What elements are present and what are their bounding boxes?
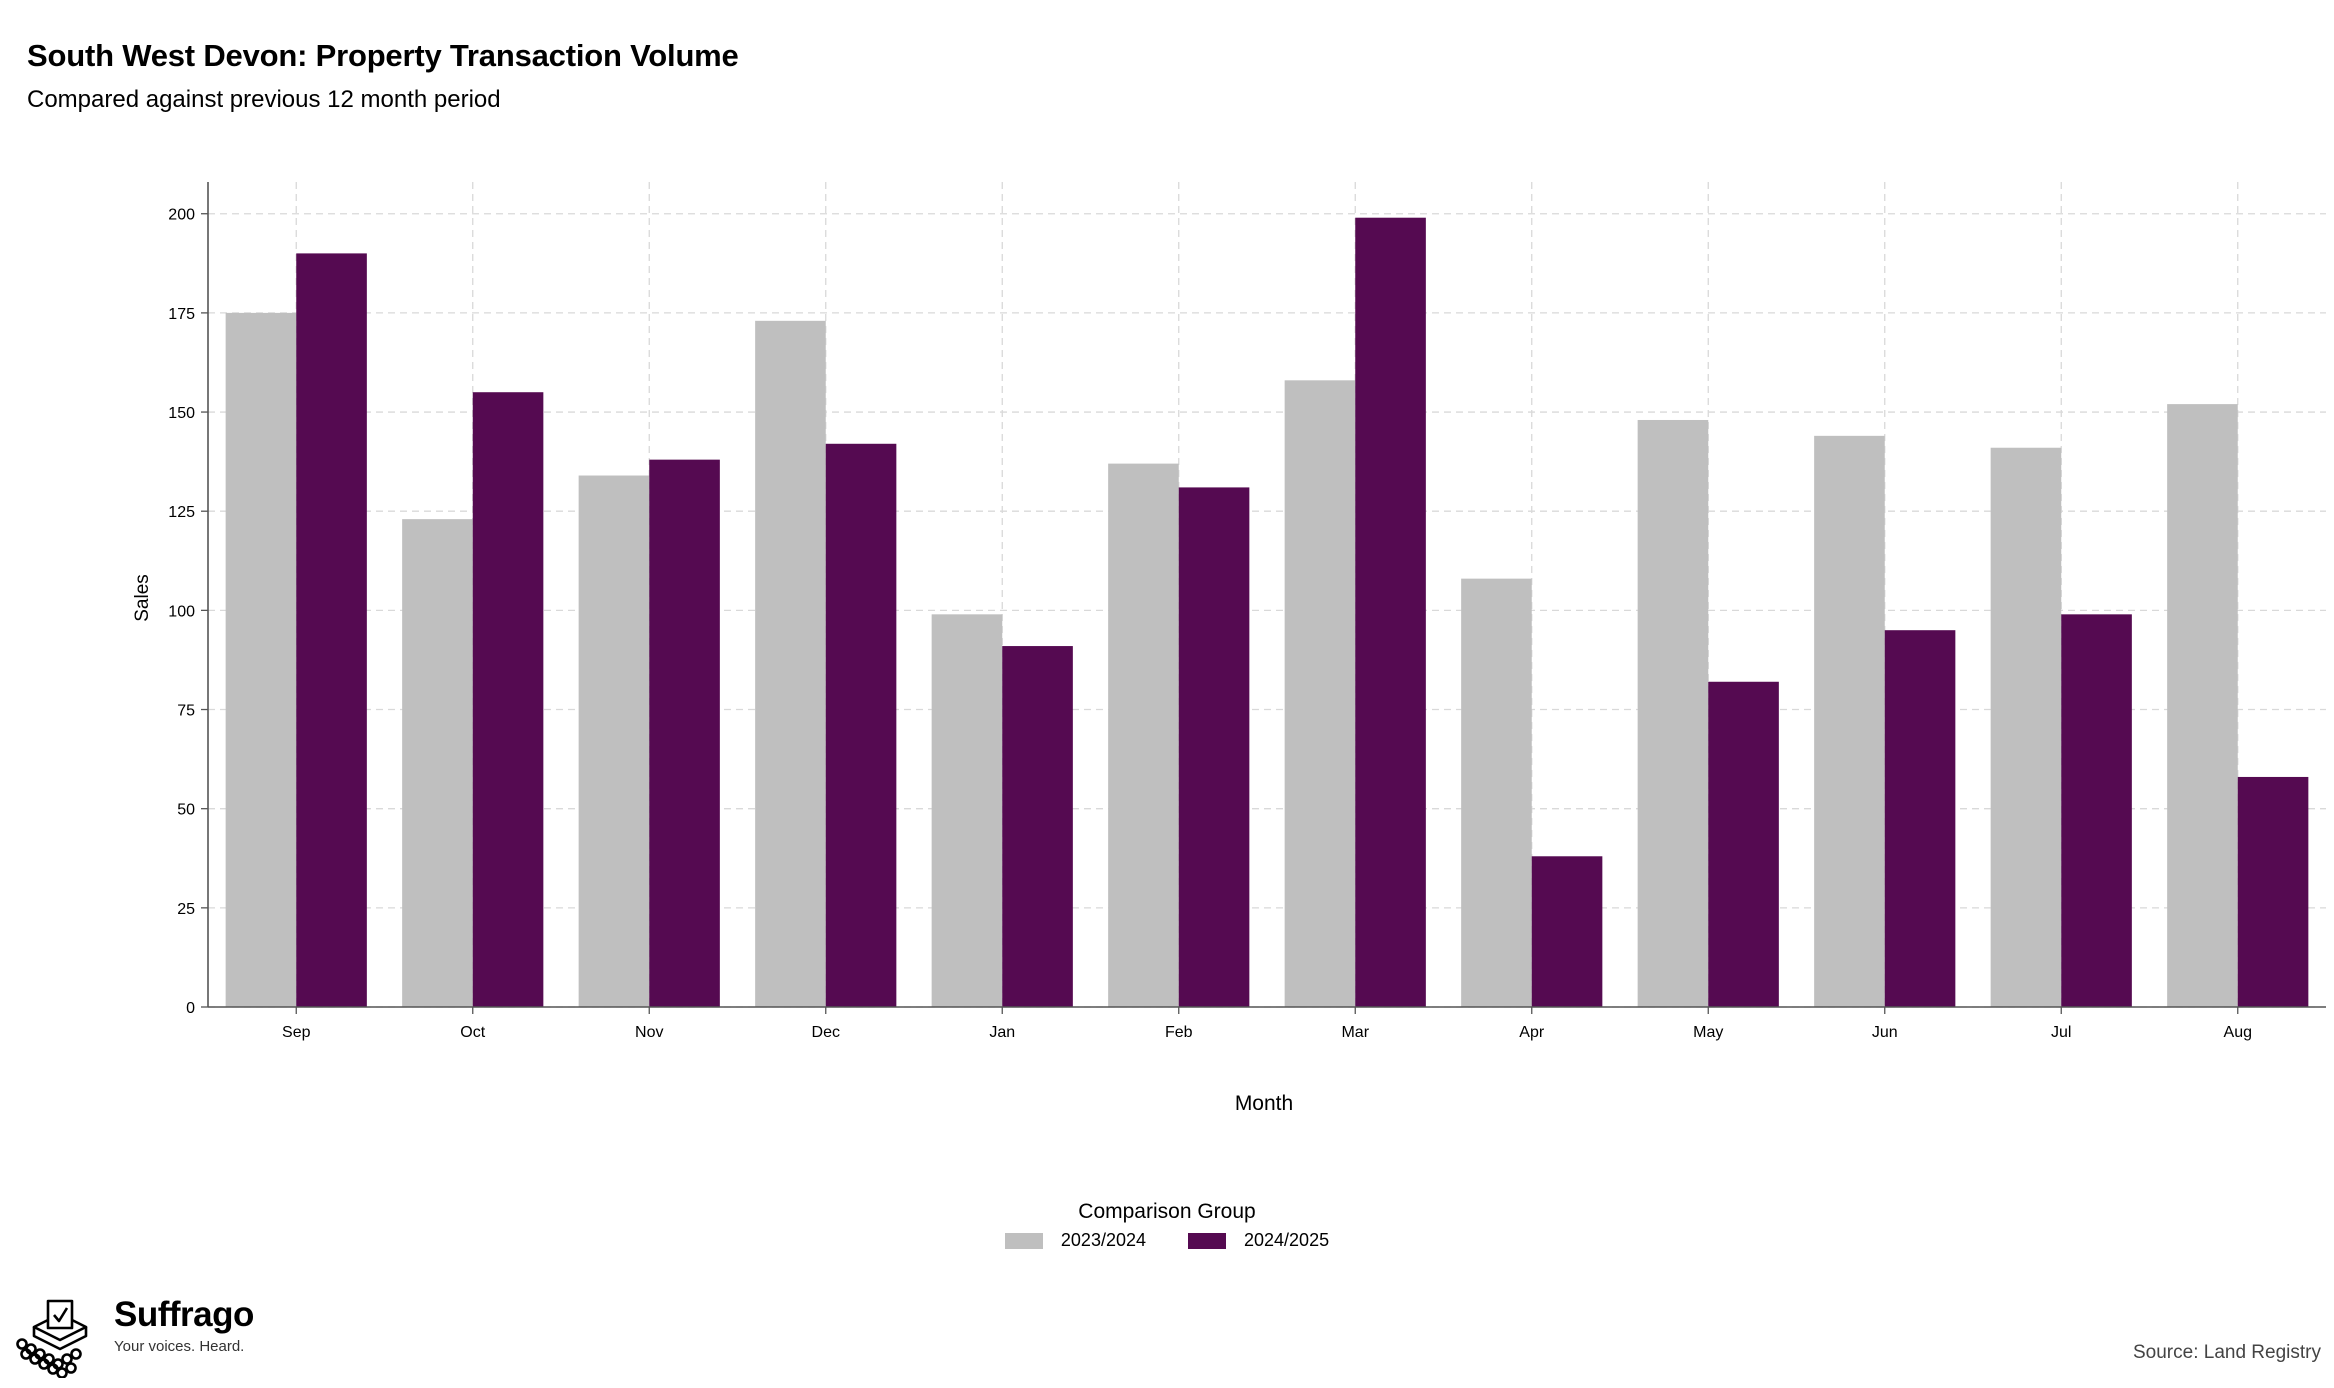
legend-label-2023-2024: 2023/2024 <box>1060 1230 1146 1250</box>
x-tick-label: Jun <box>1872 1024 1898 1041</box>
y-tick-label: 100 <box>168 603 195 620</box>
chart-title: South West Devon: Property Transaction V… <box>27 38 739 73</box>
x-tick-label: Oct <box>460 1024 485 1041</box>
bar-chart: 0 25 50 75 100 125 150 175 200 Sep Oct Nov Dec Jan Feb… <box>132 182 2326 1115</box>
x-tick-label: Jan <box>989 1024 1015 1041</box>
legend-item-2023-2024: 2023/2024 <box>1004 1230 1146 1251</box>
x-tick-label: May <box>1693 1024 1723 1041</box>
bar-2024-2025-may <box>1708 681 1779 1007</box>
bar-2024-2025-dec <box>825 443 897 1008</box>
y-tick-label: 75 <box>177 703 195 720</box>
ballot-box-icon <box>16 1299 88 1378</box>
bar-2024-2025-jun <box>1884 630 1956 1007</box>
legend-label-2024-2025: 2024/2025 <box>1244 1230 1330 1250</box>
source-note: Source: Land Registry <box>2133 1342 2321 1363</box>
brand-tagline: Your voices. Heard. <box>114 1338 245 1355</box>
legend-swatch-2023-2024 <box>1004 1232 1043 1249</box>
bar-2023-2024-nov <box>578 475 650 1007</box>
x-tick-label: Dec <box>812 1024 840 1041</box>
bar-2023-2024-sep <box>225 312 297 1008</box>
x-axis-title: Month <box>1235 1092 1293 1115</box>
x-tick-label: Jul <box>2051 1024 2071 1041</box>
bar-2024-2025-jan <box>1002 646 1073 1007</box>
bar-2023-2024-jan <box>931 614 1003 1007</box>
bar-2024-2025-jul <box>2061 614 2132 1007</box>
x-tick-label: Feb <box>1165 1024 1193 1041</box>
chart-subtitle: Compared against previous 12 month perio… <box>27 86 501 113</box>
bar-2023-2024-dec <box>755 320 826 1007</box>
y-tick-label: 25 <box>177 901 195 918</box>
bar-2023-2024-feb <box>1108 463 1179 1007</box>
y-axis-title: Sales <box>132 574 153 622</box>
bar-2023-2024-jun <box>1814 435 1885 1007</box>
x-tick-label: Aug <box>2224 1024 2252 1041</box>
brand-text: Suffrago Your voices. Heard. <box>114 1295 254 1356</box>
bar-2024-2025-oct <box>472 392 544 1008</box>
axes: 0 25 50 75 100 125 150 175 200 Sep Oct Nov Dec Jan Feb… <box>168 182 2326 1041</box>
bar-2024-2025-apr <box>1531 856 1603 1007</box>
x-tick-label: Apr <box>1519 1024 1545 1041</box>
bar-2023-2024-jul <box>1990 447 2062 1007</box>
legend-item-2024-2025: 2024/2025 <box>1188 1230 1329 1251</box>
legend-swatch-2024-2025 <box>1188 1232 1226 1249</box>
bar-2023-2024-oct <box>402 519 473 1007</box>
y-tick-label: 150 <box>168 405 195 422</box>
x-tick-label: Nov <box>635 1024 663 1041</box>
y-tick-label: 50 <box>177 802 195 819</box>
legend-items: 2023/2024 2024/2025 <box>1004 1230 1329 1251</box>
brand-name: Suffrago <box>114 1295 254 1334</box>
legend-title: Comparison Group <box>1078 1200 1256 1223</box>
bar-2024-2025-mar <box>1355 217 1426 1007</box>
legend: Comparison Group 2023/2024 2024/2025 <box>0 1200 2334 1254</box>
brand-logo: Suffrago Your voices. Heard. <box>14 1296 254 1378</box>
bar-2024-2025-aug <box>2237 776 2309 1007</box>
bars <box>225 217 2309 1008</box>
bar-2023-2024-apr <box>1461 578 1532 1007</box>
y-tick-label: 175 <box>168 306 195 323</box>
x-tick-label: Mar <box>1341 1024 1369 1041</box>
bar-2024-2025-feb <box>1178 487 1250 1007</box>
y-tick-label: 0 <box>186 1000 195 1017</box>
x-tick-label: Sep <box>282 1024 311 1041</box>
bar-2024-2025-nov <box>649 459 720 1007</box>
y-tick-label: 200 <box>168 207 195 224</box>
bar-2023-2024-aug <box>2167 404 2238 1008</box>
bar-2023-2024-may <box>1637 419 1709 1007</box>
bar-2023-2024-mar <box>1284 380 1356 1007</box>
y-tick-label: 125 <box>168 504 195 521</box>
bar-2024-2025-sep <box>296 253 367 1007</box>
